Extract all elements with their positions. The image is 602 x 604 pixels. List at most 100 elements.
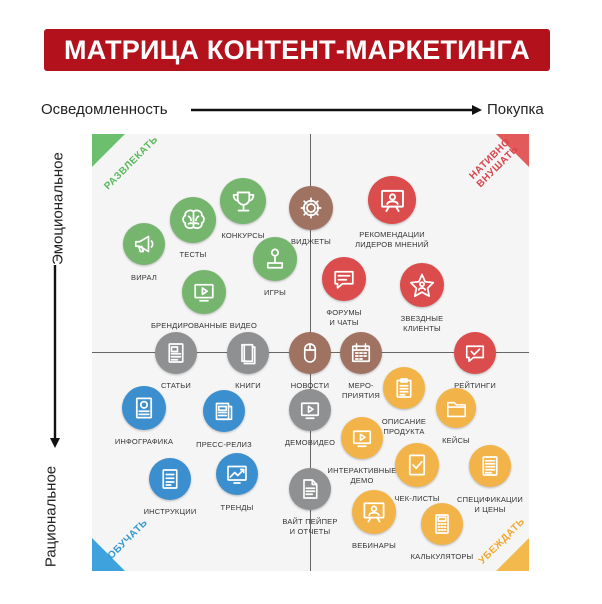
checklist-icon: [401, 449, 433, 481]
node-label-line: ПРИЯТИЯ: [342, 391, 380, 400]
book-icon: [233, 338, 263, 368]
press-icon: [209, 396, 239, 426]
node-label: ДЕМОВИДЕО: [255, 438, 365, 448]
node-label: СТАТЬИ: [121, 381, 231, 391]
node-circle: [203, 390, 245, 432]
node-circle: [289, 186, 333, 230]
joystick-icon: [259, 243, 291, 275]
play-icon: [295, 395, 325, 425]
node-circle: [149, 458, 191, 500]
node-label: ВИРАЛ: [89, 273, 199, 283]
node-label-line: ДЕМО: [350, 476, 374, 485]
corner-convince: [496, 538, 529, 571]
chat-icon: [328, 263, 360, 295]
node-label: ОПИСАНИЕ ПРОДУКТА: [349, 417, 459, 437]
node-circle: [253, 237, 297, 281]
node-label-line: ВИДЖЕТЫ: [290, 237, 332, 246]
person-board-icon: [358, 496, 390, 528]
node-label-line: ПРЕСС-РЕЛИЗ: [196, 440, 252, 449]
gear-icon: [295, 192, 327, 224]
brain-icon: [177, 204, 210, 237]
node-circle: [421, 503, 463, 545]
vertical-arrowhead: [50, 438, 60, 448]
node-label-line: ДЕМОВИДЕО: [284, 438, 336, 447]
node-circle: [155, 332, 197, 374]
node-circle: [227, 332, 269, 374]
node-label: КЕЙСЫ: [401, 436, 511, 446]
node-circle: [395, 443, 439, 487]
play-icon: [347, 423, 377, 453]
node-label-line: ИНФОГРАФИКА: [114, 437, 174, 446]
node-label-line: РЕКОМЕНДАЦИИ: [359, 230, 425, 239]
node-label-line: КЛИЕНТЫ: [403, 324, 441, 333]
page-title: МАТРИЦА КОНТЕНТ-МАРКЕТИНГА: [64, 34, 530, 65]
node-label: КОНКУРСЫ: [188, 231, 298, 241]
node-circle: [454, 332, 496, 374]
node-circle: [182, 270, 226, 314]
node-label: ЧЕК-ЛИСТЫ: [362, 494, 472, 504]
person-board-icon: [375, 183, 410, 218]
node-label: ПРЕСС-РЕЛИЗ: [169, 440, 279, 450]
node-label: ФОРУМЫ И ЧАТЫ: [289, 308, 399, 328]
megaphone-icon: [129, 229, 159, 259]
spec-icon: [475, 451, 505, 481]
node-label: ВЕБИНАРЫ: [319, 541, 429, 551]
node-label: РЕЙТИНГИ: [420, 381, 530, 391]
node-circle: [352, 490, 396, 534]
node-circle: [122, 386, 166, 430]
node-label-line: ФОРУМЫ: [326, 308, 362, 317]
corner-inspire: [496, 134, 529, 167]
content-matrix: РАЗВЛЕКАТЬ НАТИВНО ВНУШАТЬ ОБУЧАТЬ УБЕЖД…: [92, 134, 529, 571]
node-label: РЕКОМЕНДАЦИИ ЛИДЕРОВ МНЕНИЙ: [337, 230, 447, 250]
node-circle: [469, 445, 511, 487]
node-label-line: КАЛЬКУЛЯТОРЫ: [410, 552, 474, 561]
trend-icon: [222, 459, 252, 489]
mouse-icon: [295, 338, 325, 368]
node-label: СПЕЦИФИКАЦИИ И ЦЕНЫ: [435, 495, 545, 515]
node-circle: [340, 332, 382, 374]
node-label: ТРЕНДЫ: [182, 503, 292, 513]
node-circle: [368, 176, 416, 224]
node-label: БРЕНДИРОВАННЫЕ ВИДЕО: [149, 321, 259, 331]
node-circle: [170, 197, 216, 243]
infographic-icon: [128, 392, 160, 424]
folder-icon: [442, 394, 471, 423]
node-label-line: ТЕСТЫ: [179, 250, 207, 259]
horizontal-arrowhead: [472, 105, 482, 115]
document-icon: [295, 474, 325, 504]
node-label: ЗВЕЗДНЫЕ КЛИЕНТЫ: [367, 314, 477, 334]
node-label-line: СТАТЬИ: [160, 381, 191, 390]
axis-label-purchase: Покупка: [487, 101, 544, 118]
play-icon: [188, 276, 220, 308]
node-label-line: ИГРЫ: [264, 288, 286, 297]
node-label-line: ВАЙТ ПЕЙПЕР: [282, 517, 338, 526]
article-icon: [161, 338, 191, 368]
node-label-line: ОПИСАНИЕ: [381, 417, 427, 426]
node-label: КАЛЬКУЛЯТОРЫ: [387, 552, 497, 562]
node-label-line: И ЦЕНЫ: [474, 505, 506, 514]
calculator-icon: [427, 509, 457, 539]
node-label-line: МЕРО-: [348, 381, 374, 390]
axis-label-awareness: Осведомленность: [41, 101, 168, 118]
node-label-line: КОНКУРСЫ: [221, 231, 265, 240]
calendar-icon: [346, 338, 376, 368]
node-label-line: ТРЕНДЫ: [220, 503, 254, 512]
node-circle: [383, 367, 425, 409]
node-label: ИНФОГРАФИКА: [89, 437, 199, 447]
node-label: ИНТЕРАКТИВНЫЕ ДЕМО: [307, 466, 417, 486]
node-label: КНИГИ: [193, 381, 303, 391]
node-label: ВИДЖЕТЫ: [256, 237, 366, 247]
node-label: ВАЙТ ПЕЙПЕР И ОТЧЕТЫ: [255, 517, 365, 537]
node-circle: [216, 453, 258, 495]
node-circle: [341, 417, 383, 459]
node-label: НОВОСТИ: [255, 381, 365, 391]
node-label-line: ИНСТРУКЦИИ: [143, 507, 197, 516]
node-label-line: ЧЕК-ЛИСТЫ: [394, 494, 440, 503]
node-label-line: ЗВЕЗДНЫЕ: [400, 314, 444, 323]
node-label-line: БРЕНДИРОВАННЫЕ ВИДЕО: [150, 321, 258, 330]
node-label-line: РЕЙТИНГИ: [454, 381, 496, 390]
trophy-icon: [227, 185, 260, 218]
node-label-line: ПРОДУКТА: [383, 427, 425, 436]
node-label-line: И ОТЧЕТЫ: [289, 527, 331, 536]
